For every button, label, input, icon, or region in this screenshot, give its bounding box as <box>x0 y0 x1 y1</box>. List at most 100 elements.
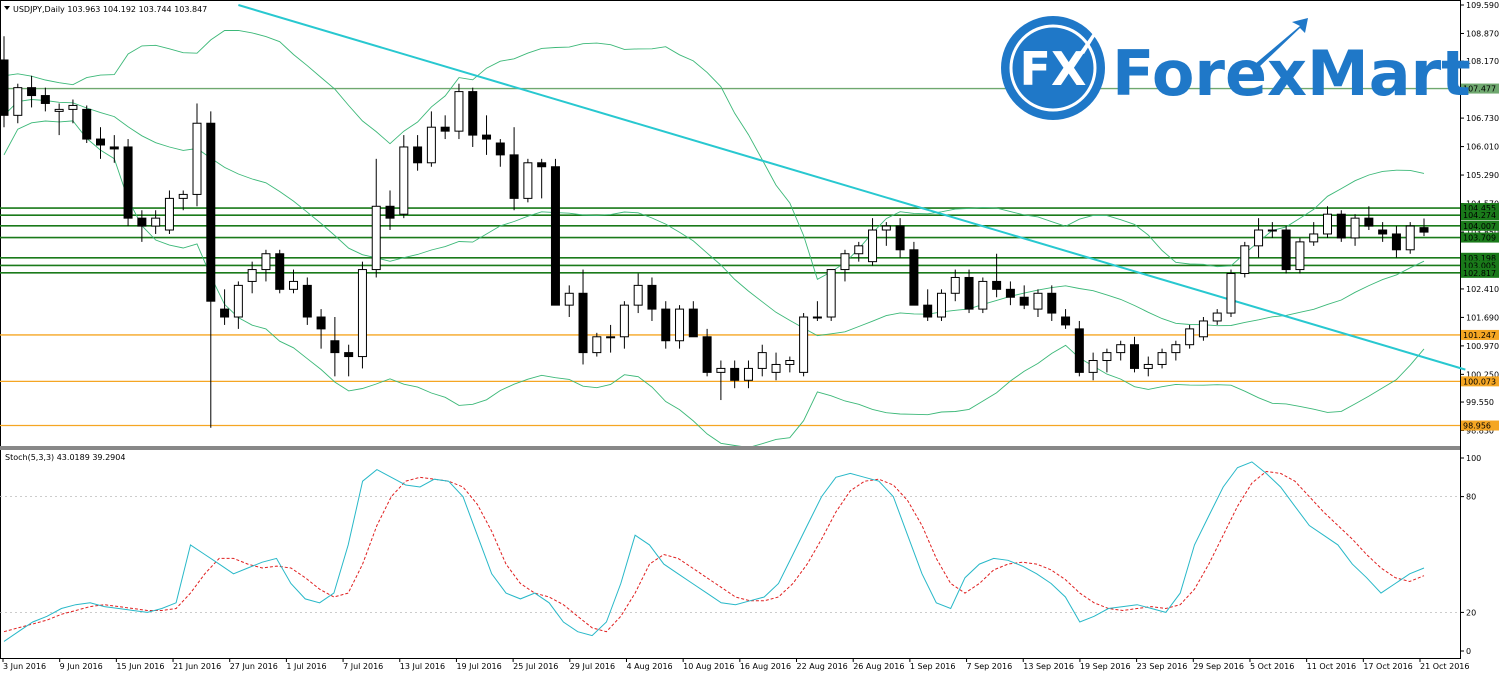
candle-body <box>426 126 436 164</box>
candle-body <box>316 316 326 330</box>
candle <box>1212 309 1222 325</box>
stoch-tick-label: 80 <box>1466 493 1476 502</box>
candle-body <box>1267 229 1277 232</box>
candle <box>495 139 505 167</box>
candle-body <box>1019 296 1029 306</box>
chart-border <box>0 0 1461 659</box>
symbol-ohlc-label: USDJPY,Daily 103.963 104.192 103.744 103… <box>13 5 207 14</box>
candle <box>1019 285 1029 310</box>
candle-body <box>743 367 753 381</box>
level-tag <box>1461 83 1499 94</box>
candle <box>1116 340 1126 361</box>
candle-body <box>1185 328 1195 346</box>
candle <box>109 135 119 163</box>
candle <box>1226 269 1236 318</box>
level-tag-label: 102.817 <box>1463 269 1496 278</box>
candle-body <box>564 292 574 306</box>
candle-body <box>978 280 988 310</box>
time-tick-label: 3 Jun 2016 <box>3 662 46 671</box>
candle <box>54 103 64 136</box>
candle-body <box>923 304 933 318</box>
candle-body <box>619 304 629 338</box>
logo-mark: FX <box>1020 42 1087 96</box>
forexmart-logo: FX ForexMart <box>1001 16 1471 120</box>
candle-body <box>275 253 285 290</box>
candle <box>647 277 657 321</box>
candle-body <box>344 352 354 358</box>
candle <box>978 277 988 314</box>
candle <box>1061 309 1071 329</box>
candle-body <box>54 108 64 112</box>
time-tick-label: 13 Jul 2016 <box>400 662 445 671</box>
time-tick-label: 7 Sep 2016 <box>967 662 1013 671</box>
candle <box>1419 218 1429 237</box>
price-tick-label: 103.850 <box>1466 228 1499 237</box>
candle <box>164 190 174 234</box>
time-tick-label: 4 Aug 2016 <box>626 662 672 671</box>
candle <box>137 210 147 242</box>
candle-body <box>936 292 946 318</box>
candle <box>96 127 106 159</box>
candle <box>840 249 850 282</box>
band-lower <box>3 120 1425 448</box>
price-tick-label: 99.550 <box>1466 398 1494 407</box>
candle-body <box>840 253 850 271</box>
time-tick-label: 17 Oct 2016 <box>1363 662 1412 671</box>
candle <box>1129 336 1139 373</box>
level-tag <box>1461 203 1499 214</box>
candle-body <box>799 316 809 373</box>
stoch-signal-line <box>3 470 1425 633</box>
candle-body <box>702 336 712 373</box>
candle <box>675 305 685 349</box>
stoch-tick-label: 100 <box>1466 454 1481 463</box>
candle <box>964 269 974 314</box>
candle-body <box>1378 229 1388 235</box>
time-tick-label: 9 Jun 2016 <box>60 662 103 671</box>
candle <box>702 328 712 377</box>
panel-separator[interactable] <box>0 446 1460 450</box>
candle <box>1281 226 1291 274</box>
candle-body <box>330 340 340 354</box>
candle <box>1295 237 1305 274</box>
candle-body <box>550 166 560 306</box>
candle-body <box>1281 229 1291 271</box>
candle-body <box>909 249 919 306</box>
time-tick-label: 15 Jun 2016 <box>116 662 164 671</box>
candle-body <box>1033 292 1043 310</box>
candle <box>316 309 326 349</box>
time-tick-label: 29 Jul 2016 <box>570 662 615 671</box>
price-tick-label: 101.690 <box>1466 313 1499 322</box>
candle-body <box>826 269 836 318</box>
candle-body <box>261 253 271 271</box>
candle <box>1171 340 1181 361</box>
trendline[interactable] <box>238 4 1466 371</box>
level-tag-label: 100.073 <box>1463 377 1496 386</box>
time-tick-label: 21 Oct 2016 <box>1420 662 1469 671</box>
level-tag-label: 101.247 <box>1463 331 1496 340</box>
candle-body <box>440 126 450 132</box>
candle <box>178 190 188 211</box>
candle-body <box>964 276 974 310</box>
candle-body <box>730 367 740 381</box>
dropdown-triangle-icon[interactable] <box>4 6 10 10</box>
candle <box>261 249 271 282</box>
candle-body <box>413 146 423 164</box>
candle <box>68 99 78 124</box>
candle <box>426 111 436 167</box>
candle-body <box>1419 227 1429 233</box>
level-tag-label: 103.198 <box>1463 254 1496 263</box>
stoch-tick-label: 20 <box>1466 608 1476 617</box>
candle-body <box>495 142 505 156</box>
candle <box>1143 356 1153 377</box>
candle <box>1350 214 1360 246</box>
candle-body <box>289 280 299 290</box>
candle <box>247 261 257 294</box>
candle <box>1391 226 1401 258</box>
candle-body <box>509 154 519 199</box>
price-tick-label: 109.590 <box>1466 1 1499 10</box>
candle <box>992 253 1002 298</box>
candle-body <box>1350 217 1360 239</box>
candle <box>13 83 23 124</box>
candle <box>233 281 243 329</box>
level-tag <box>1461 210 1499 221</box>
